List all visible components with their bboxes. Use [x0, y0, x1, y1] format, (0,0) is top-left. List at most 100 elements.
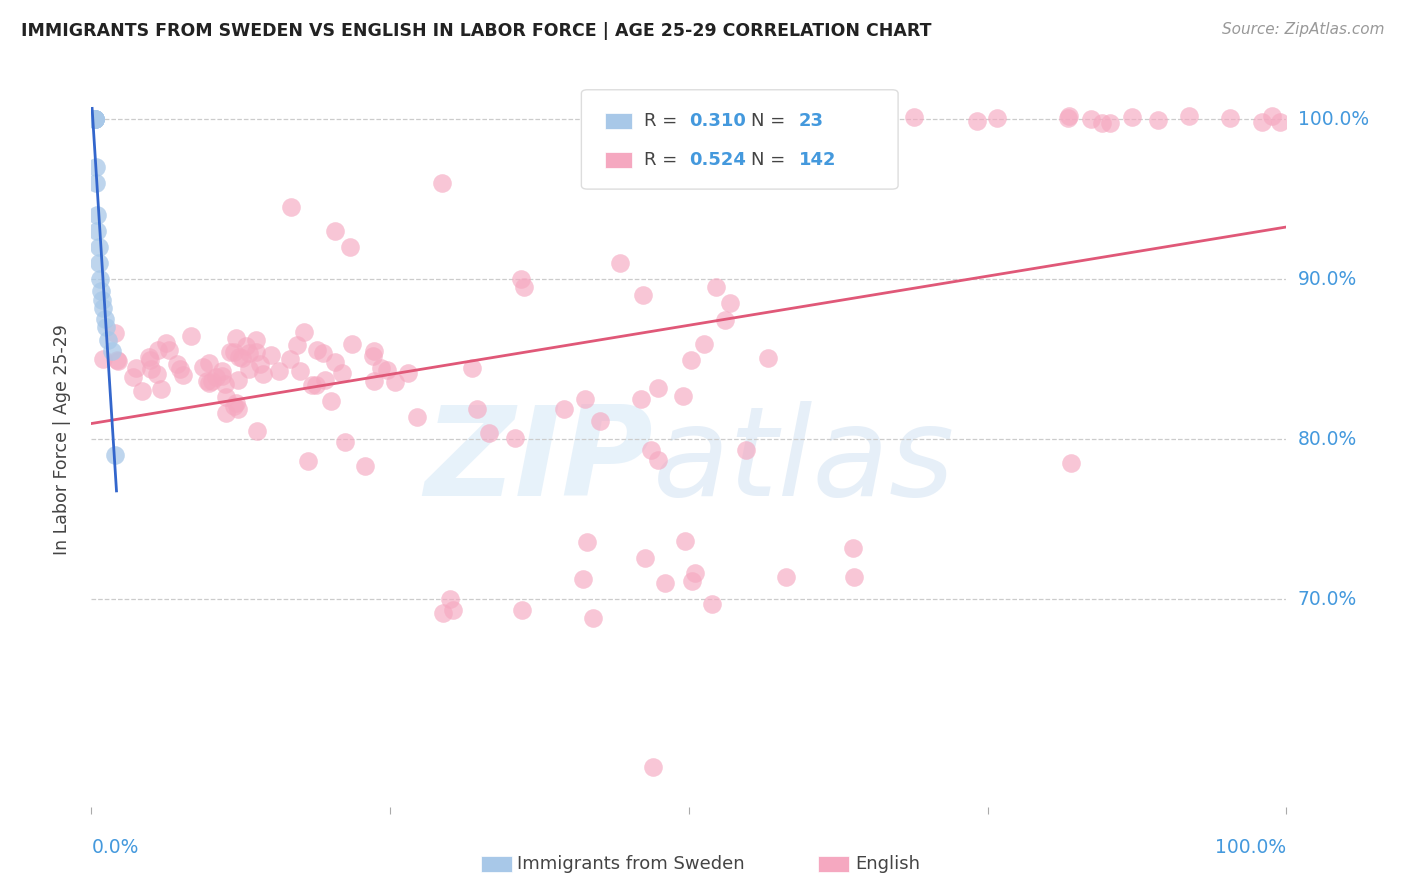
Point: [84, 112, 107, 127]
Point: [215, 390, 238, 404]
Point: [654, 576, 676, 591]
Point: [218, 344, 240, 359]
Text: N =: N =: [751, 151, 792, 169]
Point: [1057, 109, 1080, 123]
Point: [100, 344, 122, 359]
Point: [1147, 113, 1170, 128]
Point: [1251, 114, 1274, 128]
Point: [195, 374, 218, 388]
Point: [104, 448, 127, 462]
Point: [138, 350, 160, 364]
Point: [290, 364, 312, 378]
Point: [1099, 115, 1122, 129]
Point: [441, 603, 464, 617]
Point: [93, 301, 114, 315]
Point: [630, 392, 652, 407]
FancyBboxPatch shape: [605, 152, 631, 168]
Text: 100.0%: 100.0%: [1215, 838, 1286, 857]
Point: [157, 343, 180, 357]
Point: [89, 272, 111, 286]
Point: [145, 367, 167, 381]
Point: [330, 366, 353, 380]
Point: [201, 374, 224, 388]
Point: [90, 284, 112, 298]
Point: [84, 112, 107, 127]
Point: [704, 280, 727, 294]
Point: [83, 112, 105, 127]
Point: [714, 312, 737, 326]
Text: English: English: [855, 855, 920, 873]
Point: [503, 431, 526, 445]
Point: [84, 112, 107, 127]
Point: [94, 320, 117, 334]
Point: [83, 112, 105, 127]
Point: [1261, 109, 1284, 123]
Point: [107, 354, 129, 368]
Point: [756, 351, 779, 365]
Point: [146, 343, 169, 357]
Point: [225, 331, 247, 345]
Point: [339, 240, 361, 254]
Point: [1121, 110, 1143, 124]
Point: [1091, 115, 1114, 129]
Text: 100.0%: 100.0%: [1298, 110, 1368, 128]
Point: [249, 358, 271, 372]
Point: [477, 425, 499, 440]
Point: [1219, 112, 1241, 126]
Point: [280, 200, 302, 214]
Text: IMMIGRANTS FROM SWEDEN VS ENGLISH IN LABOR FORCE | AGE 25-29 CORRELATION CHART: IMMIGRANTS FROM SWEDEN VS ENGLISH IN LAB…: [21, 22, 932, 40]
Point: [461, 361, 484, 376]
Point: [787, 112, 810, 127]
Point: [297, 454, 319, 468]
Point: [84, 112, 107, 127]
Point: [238, 346, 260, 360]
Text: 80.0%: 80.0%: [1298, 430, 1357, 449]
Point: [775, 570, 797, 584]
Point: [84, 177, 107, 191]
Text: R =: R =: [644, 112, 682, 130]
Point: [323, 224, 346, 238]
Point: [679, 353, 702, 368]
Point: [169, 362, 191, 376]
Point: [1080, 112, 1102, 126]
Point: [197, 356, 219, 370]
Point: [87, 240, 110, 254]
Point: [673, 534, 696, 549]
Point: [214, 376, 236, 391]
Point: [430, 177, 453, 191]
Point: [510, 272, 533, 286]
Point: [172, 368, 194, 382]
Point: [396, 366, 419, 380]
Point: [125, 361, 148, 376]
Text: 0.524: 0.524: [689, 151, 745, 169]
Point: [307, 343, 329, 357]
Point: [903, 110, 925, 124]
Point: [842, 570, 865, 584]
Y-axis label: In Labor Force | Age 25-29: In Labor Force | Age 25-29: [52, 324, 70, 555]
Point: [226, 401, 249, 416]
Point: [269, 364, 291, 378]
Text: R =: R =: [644, 151, 682, 169]
Point: [609, 256, 631, 270]
Point: [246, 424, 269, 438]
Point: [228, 350, 250, 364]
Point: [384, 375, 406, 389]
Point: [228, 373, 250, 387]
FancyBboxPatch shape: [582, 90, 898, 189]
Point: [211, 364, 233, 378]
Point: [631, 288, 654, 302]
Point: [97, 333, 120, 347]
Point: [131, 384, 153, 399]
Point: [838, 111, 860, 125]
Point: [225, 395, 247, 409]
Point: [166, 357, 188, 371]
Point: [91, 352, 114, 367]
Point: [513, 280, 536, 294]
Point: [467, 402, 489, 417]
Point: [91, 293, 114, 307]
Text: atlas: atlas: [652, 401, 955, 522]
Point: [432, 607, 454, 621]
Point: [278, 352, 301, 367]
Point: [1057, 112, 1080, 126]
Point: [683, 566, 706, 580]
